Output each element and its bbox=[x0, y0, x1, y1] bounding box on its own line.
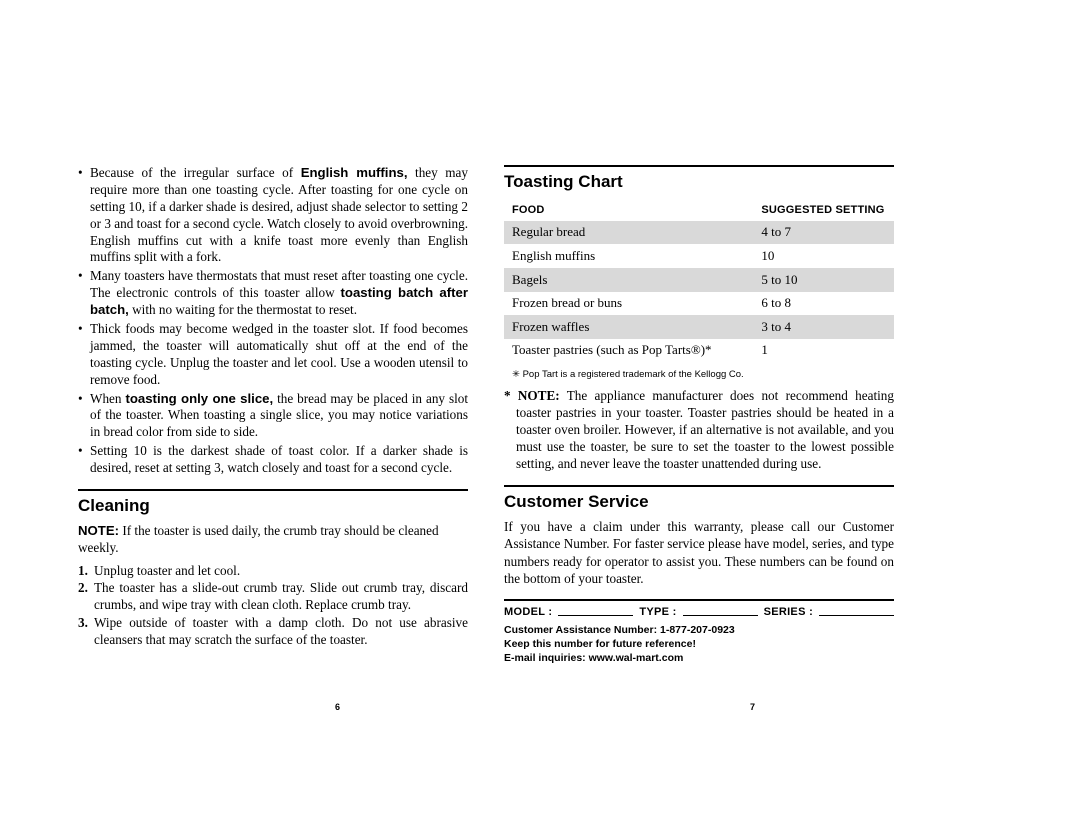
chart-body: Regular bread4 to 7English muffins10Bage… bbox=[504, 221, 894, 363]
chart-cell-food: English muffins bbox=[504, 244, 721, 268]
chart-cell-setting: 4 to 7 bbox=[721, 221, 894, 245]
left-column: Because of the irregular surface of Engl… bbox=[78, 165, 468, 665]
chart-row: Frozen waffles3 to 4 bbox=[504, 315, 894, 339]
page-number-right: 7 bbox=[750, 702, 755, 712]
chart-header-setting: Suggested Setting bbox=[721, 199, 894, 221]
chart-row: Toaster pastries (such as Pop Tarts®)*1 bbox=[504, 339, 894, 363]
model-label: MODEL : bbox=[504, 605, 552, 619]
assistance-number: Customer Assistance Number: 1-877-207-09… bbox=[504, 623, 894, 637]
chart-cell-food: Toaster pastries (such as Pop Tarts®)* bbox=[504, 339, 721, 363]
customer-service-heading: Customer Service bbox=[504, 491, 894, 513]
tip-item: Many toasters have thermostats that must… bbox=[78, 268, 468, 319]
toasting-chart-heading: Toasting Chart bbox=[504, 171, 894, 193]
chart-row: Bagels5 to 10 bbox=[504, 268, 894, 292]
tips-bullet-list: Because of the irregular surface of Engl… bbox=[78, 165, 468, 477]
section-divider bbox=[504, 599, 894, 601]
trademark-footnote: ✳ Pop Tart is a registered trademark of … bbox=[512, 369, 894, 381]
chart-cell-food: Regular bread bbox=[504, 221, 721, 245]
cleaning-step: Wipe outside of toaster with a damp clot… bbox=[78, 615, 468, 649]
chart-cell-setting: 5 to 10 bbox=[721, 268, 894, 292]
type-blank bbox=[683, 605, 758, 616]
cleaning-steps: Unplug toaster and let cool. The toaster… bbox=[78, 563, 468, 649]
section-divider bbox=[504, 485, 894, 487]
chart-header-food: Food bbox=[504, 199, 721, 221]
cleaning-step: The toaster has a slide-out crumb tray. … bbox=[78, 580, 468, 614]
chart-row: Regular bread4 to 7 bbox=[504, 221, 894, 245]
chart-row: English muffins10 bbox=[504, 244, 894, 268]
right-column: Toasting Chart Food Suggested Setting Re… bbox=[504, 165, 894, 665]
chart-cell-setting: 3 to 4 bbox=[721, 315, 894, 339]
tip-item: Thick foods may become wedged in the toa… bbox=[78, 321, 468, 389]
toasting-chart-table: Food Suggested Setting Regular bread4 to… bbox=[504, 199, 894, 363]
page-number-left: 6 bbox=[335, 702, 340, 712]
series-label: SERIES : bbox=[764, 605, 813, 619]
tip-item: When toasting only one slice, the bread … bbox=[78, 391, 468, 442]
chart-cell-setting: 1 bbox=[721, 339, 894, 363]
model-type-series-fields: MODEL : TYPE : SERIES : bbox=[504, 605, 894, 619]
chart-cell-food: Frozen waffles bbox=[504, 315, 721, 339]
pastry-warning-note: * NOTE: The appliance manufacturer does … bbox=[504, 387, 894, 473]
chart-cell-food: Bagels bbox=[504, 268, 721, 292]
section-divider bbox=[504, 165, 894, 167]
type-label: TYPE : bbox=[639, 605, 676, 619]
chart-cell-setting: 10 bbox=[721, 244, 894, 268]
keep-number-note: Keep this number for future reference! bbox=[504, 637, 894, 651]
contact-block: Customer Assistance Number: 1-877-207-09… bbox=[504, 623, 894, 666]
cleaning-heading: Cleaning bbox=[78, 495, 468, 517]
chart-cell-food: Frozen bread or buns bbox=[504, 292, 721, 316]
chart-row: Frozen bread or buns6 to 8 bbox=[504, 292, 894, 316]
manual-spread: Because of the irregular surface of Engl… bbox=[0, 0, 1080, 725]
cleaning-note: NOTE: If the toaster is used daily, the … bbox=[78, 523, 468, 557]
tip-item: Setting 10 is the darkest shade of toast… bbox=[78, 443, 468, 477]
series-blank bbox=[819, 605, 894, 616]
chart-cell-setting: 6 to 8 bbox=[721, 292, 894, 316]
cleaning-step: Unplug toaster and let cool. bbox=[78, 563, 468, 580]
model-blank bbox=[558, 605, 633, 616]
customer-service-text: If you have a claim under this warranty,… bbox=[504, 518, 894, 587]
tip-item: Because of the irregular surface of Engl… bbox=[78, 165, 468, 266]
section-divider bbox=[78, 489, 468, 491]
email-inquiries: E-mail inquiries: www.wal-mart.com bbox=[504, 651, 894, 665]
